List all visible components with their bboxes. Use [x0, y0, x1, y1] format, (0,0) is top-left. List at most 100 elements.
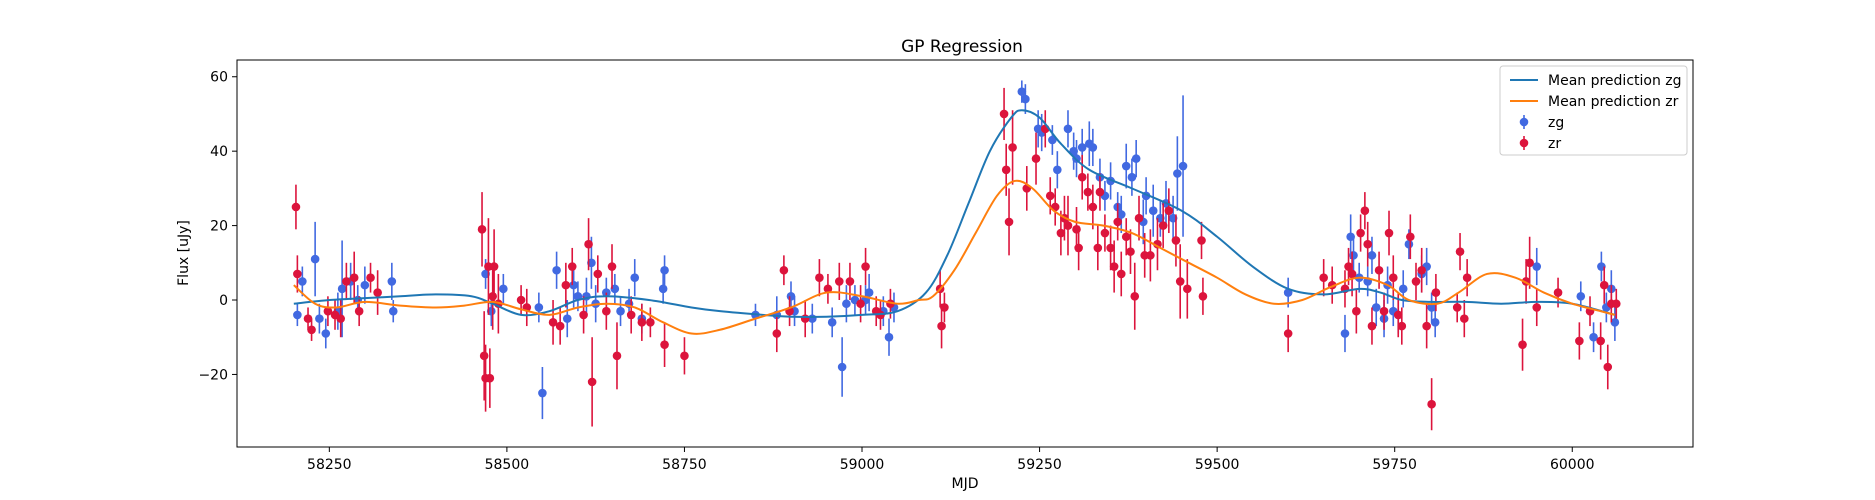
- data-point: [1116, 210, 1126, 219]
- data-point: [1525, 258, 1534, 268]
- x-tick-label: 58750: [662, 457, 707, 473]
- data-point: [1393, 310, 1403, 320]
- data-point: [360, 280, 370, 290]
- data-point: [1074, 243, 1083, 253]
- data-point: [1575, 336, 1584, 346]
- legend-entry: Mean prediction zr: [1510, 94, 1679, 110]
- data-point: [1371, 303, 1381, 312]
- data-point: [1088, 143, 1098, 152]
- data-point: [1053, 165, 1062, 175]
- data-point: [1175, 277, 1185, 286]
- data-point: [1344, 262, 1353, 271]
- data-point: [1126, 247, 1135, 256]
- data-point: [477, 225, 487, 234]
- data-point: [561, 280, 571, 290]
- data-point: [567, 262, 577, 271]
- data-point: [1611, 299, 1621, 309]
- data-point: [1171, 236, 1181, 245]
- data-point: [1148, 206, 1158, 216]
- data-point: [1349, 251, 1358, 260]
- y-tick-label: 60: [210, 70, 228, 86]
- data-point: [1113, 217, 1123, 227]
- data-point: [1347, 269, 1357, 279]
- data-point: [548, 318, 558, 327]
- x-tick-label: 58500: [485, 457, 530, 473]
- data-point: [1083, 187, 1093, 197]
- data-point: [1001, 165, 1011, 175]
- data-point: [1008, 143, 1017, 152]
- data-point: [1430, 318, 1440, 327]
- data-point: [373, 288, 382, 297]
- data-point: [1455, 247, 1465, 256]
- data-point: [1553, 288, 1563, 297]
- data-point: [1610, 318, 1620, 327]
- data-point: [584, 239, 593, 249]
- data-point: [1146, 251, 1155, 260]
- data-point: [1004, 217, 1014, 227]
- data-point: [1109, 262, 1119, 271]
- data-point: [1017, 87, 1027, 96]
- y-tick-label: 20: [210, 219, 228, 235]
- x-tick-label: 60000: [1550, 457, 1595, 473]
- data-point: [680, 351, 689, 361]
- data-point: [552, 265, 561, 275]
- data-point: [388, 306, 398, 316]
- data-point: [1427, 303, 1436, 312]
- data-point: [1093, 243, 1103, 253]
- data-point: [562, 314, 572, 323]
- data-point: [1127, 172, 1137, 182]
- data-point: [1356, 228, 1365, 238]
- data-point: [646, 318, 655, 327]
- data-point: [1031, 154, 1041, 163]
- data-point: [387, 277, 397, 286]
- series-layer: [291, 80, 1621, 431]
- data-point: [1462, 273, 1472, 282]
- data-point: [1363, 239, 1373, 249]
- data-point: [1319, 273, 1328, 282]
- data-point: [1197, 236, 1206, 245]
- data-point: [630, 273, 640, 282]
- data-point: [499, 284, 508, 294]
- data-point: [293, 310, 302, 320]
- data-point: [1406, 232, 1415, 242]
- data-point: [349, 273, 359, 282]
- data-point: [1452, 303, 1462, 312]
- data-point: [1072, 225, 1081, 234]
- data-point: [1045, 191, 1055, 201]
- data-point: [1596, 336, 1605, 346]
- data-point: [937, 321, 946, 331]
- data-point: [291, 202, 301, 212]
- data-point: [1048, 135, 1057, 145]
- legend-label: zg: [1548, 115, 1564, 131]
- legend-swatch-marker: [1519, 117, 1529, 127]
- legend-label: zr: [1548, 136, 1561, 152]
- data-point: [1056, 228, 1066, 238]
- data-point: [1095, 187, 1105, 197]
- data-point: [569, 280, 578, 290]
- data-point: [307, 325, 316, 335]
- data-point: [488, 291, 497, 301]
- legend-box: [1499, 65, 1688, 156]
- data-point: [1134, 213, 1144, 223]
- data-point: [315, 314, 324, 323]
- data-point: [1518, 340, 1527, 349]
- x-tick-label: 59000: [840, 457, 885, 473]
- data-point: [485, 373, 495, 383]
- data-point: [366, 273, 375, 282]
- data-point: [1183, 284, 1192, 294]
- data-point: [336, 314, 345, 323]
- data-point: [1422, 321, 1431, 331]
- data-point: [845, 277, 855, 286]
- data-point: [999, 109, 1009, 119]
- data-point: [864, 288, 874, 297]
- data-point: [660, 340, 669, 349]
- y-tick-label: 0: [219, 293, 228, 309]
- data-point: [310, 254, 320, 264]
- data-point: [1460, 314, 1469, 323]
- data-point: [337, 284, 347, 294]
- x-axis-label: MJD: [952, 476, 979, 492]
- data-point: [602, 306, 611, 316]
- data-point: [1379, 306, 1389, 316]
- data-point: [772, 329, 782, 338]
- data-point: [1411, 277, 1421, 286]
